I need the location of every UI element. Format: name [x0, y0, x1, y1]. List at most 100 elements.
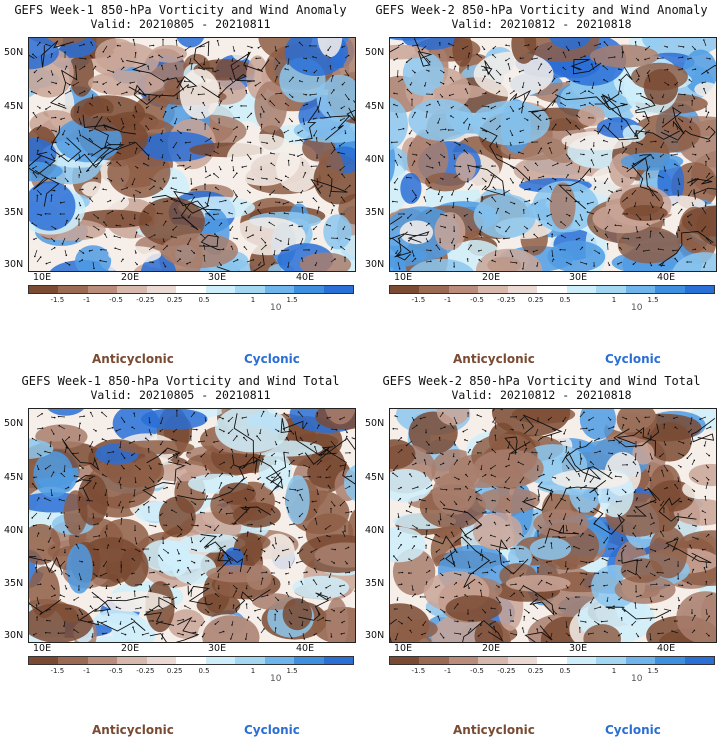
wind-vector-head	[454, 444, 456, 446]
wind-vector-head	[444, 128, 447, 131]
vorticity-patch	[436, 409, 470, 426]
wind-vector-head	[545, 581, 548, 584]
wind-vector-head	[115, 606, 118, 608]
wind-vector-head	[73, 475, 76, 477]
wind-vector	[64, 464, 66, 472]
wind-vector	[411, 258, 416, 263]
wind-vector	[465, 88, 469, 95]
wind-vector-head	[246, 554, 248, 557]
colorbar-tick-label: -1.5	[411, 296, 426, 304]
colorbar-tick-label: -1	[83, 667, 91, 675]
wind-vector-head	[396, 75, 399, 78]
wind-vector-head	[90, 54, 92, 57]
wind-vector	[204, 596, 207, 604]
colorbar-swatch	[205, 286, 236, 293]
wind-vector	[232, 259, 238, 263]
wind-vector-head	[682, 454, 684, 457]
wind-vector-head	[466, 197, 469, 200]
vorticity-patch	[318, 149, 344, 184]
wind-vector	[607, 440, 615, 442]
wind-vector	[395, 160, 399, 167]
wind-vector	[621, 197, 628, 203]
wind-vector	[176, 476, 182, 482]
wind-vector-head	[435, 551, 438, 553]
wind-vector-head	[534, 203, 536, 205]
colorbar-tick-label: 1	[611, 667, 617, 675]
wind-vector-head	[132, 38, 135, 41]
wind-vector-head	[115, 430, 118, 432]
wind-vector-head	[481, 554, 484, 556]
wind-vector	[62, 129, 66, 135]
wind-vector-head	[144, 437, 147, 440]
colorbar-tick-label: 0.5	[198, 296, 210, 304]
wind-vector-head	[708, 635, 710, 637]
wind-vector	[78, 415, 85, 418]
wind-vector	[76, 544, 80, 550]
wind-vector-head	[102, 188, 104, 190]
wind-vector-head	[519, 575, 521, 577]
wind-vector	[143, 500, 150, 506]
wind-vector-head	[180, 480, 182, 483]
vorticity-patch	[293, 118, 355, 143]
wind-vector-head	[139, 191, 141, 194]
wind-vector	[299, 42, 304, 47]
wind-vector-head	[554, 100, 556, 102]
wind-vector-head	[666, 46, 668, 48]
wind-vector-head	[407, 616, 410, 619]
wind-vector	[448, 43, 455, 47]
wind-vector	[339, 165, 346, 171]
wind-vector-head	[618, 580, 621, 583]
wind-vector-head	[564, 147, 567, 150]
wind-vector-head	[621, 539, 624, 542]
wind-vector	[106, 69, 114, 73]
wind-vector-head	[33, 71, 36, 74]
wind-vector-head	[347, 54, 350, 57]
wind-vector	[59, 425, 66, 430]
wind-vector-head	[227, 486, 230, 489]
colorbar-swatch	[264, 286, 295, 293]
wind-vector-head	[131, 557, 134, 560]
wind-vector	[288, 608, 292, 614]
wind-vector-head	[150, 467, 152, 470]
wind-vector-head	[575, 124, 577, 127]
wind-vector-head	[132, 114, 135, 117]
wind-vector-head	[445, 488, 448, 491]
wind-vector-head	[119, 623, 122, 625]
wind-vector-head	[253, 80, 255, 82]
wind-vector	[509, 177, 514, 183]
wind-vector	[274, 536, 277, 544]
wind-vector-head	[400, 486, 402, 489]
wind-vector-head	[348, 238, 351, 241]
wind-vector-head	[569, 133, 572, 136]
vorticity-patch	[88, 70, 165, 96]
wind-vector-head	[104, 531, 107, 533]
wind-vector	[129, 141, 136, 144]
wind-vector	[573, 66, 581, 71]
wind-vector	[439, 426, 446, 430]
wind-vector-head	[678, 229, 680, 232]
wind-vector	[32, 54, 38, 59]
colorbar-tick-label: -1	[444, 296, 452, 304]
wind-vector-head	[565, 197, 568, 199]
wind-vector-head	[254, 609, 256, 612]
wind-vector-head	[538, 495, 540, 498]
wind-vector-head	[305, 528, 307, 531]
colorbar-swatch	[625, 286, 656, 293]
wind-vector-head	[674, 83, 676, 86]
wind-vector-head	[271, 263, 273, 266]
wind-vector-head	[640, 431, 642, 434]
wind-vector	[565, 117, 571, 124]
wind-vector-head	[180, 132, 182, 134]
wind-vector-head	[515, 262, 518, 264]
wind-vector	[589, 102, 595, 107]
coastline-border	[597, 107, 640, 141]
wind-vector-head	[540, 437, 542, 440]
wind-vector	[64, 81, 70, 86]
wind-vector-head	[394, 159, 397, 162]
wind-vector-head	[63, 625, 65, 627]
wind-vector	[232, 172, 238, 179]
wind-vector	[214, 524, 220, 531]
wind-vector-head	[450, 115, 452, 117]
wind-vector	[246, 177, 254, 180]
wind-vector	[705, 237, 712, 244]
